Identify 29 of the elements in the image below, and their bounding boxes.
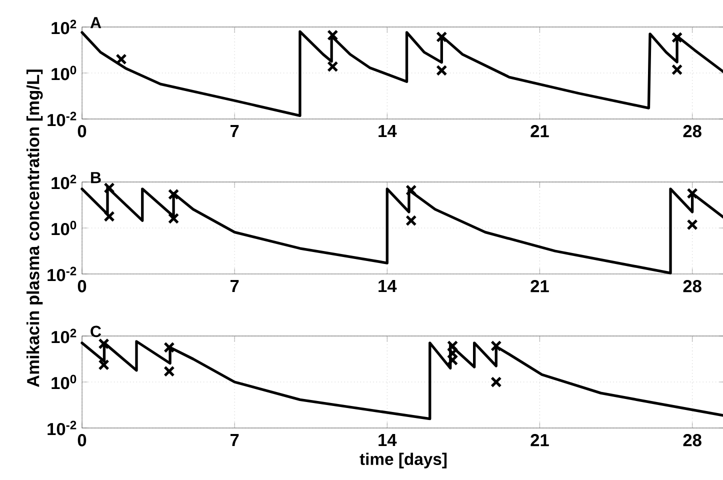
x-tick-label: 28 [683, 280, 702, 292]
y-tick-label: 10$^{2}$ [52, 20, 76, 34]
x-tick-label: 7 [230, 125, 239, 137]
x-tick-label: 14 [378, 280, 397, 292]
x-tick-label: 0 [78, 125, 86, 138]
y-tick-label: 10$^{0}$ [52, 66, 76, 80]
chart-title: C [90, 326, 102, 338]
x-axis-title: time [days] [360, 452, 447, 468]
y-tick-label: 10$^{-2}$ [48, 266, 76, 282]
y-axis-title: Amikacin plasma concentration [mg/L] [26, 70, 43, 387]
x-tick-label: 21 [530, 280, 549, 292]
chart-title: A [90, 17, 102, 28]
x-tick-label: 14 [378, 434, 397, 446]
y-tick-label: 10$^{2}$ [52, 174, 76, 190]
x-tick-label: 21 [530, 125, 549, 138]
x-tick-label: 28 [683, 125, 702, 138]
y-tick-label: 10$^{0}$ [52, 220, 76, 236]
y-tick-label: 10$^{2}$ [52, 328, 76, 344]
chart-title: B [91, 172, 101, 184]
x-tick-label: 28 [683, 434, 702, 446]
x-tick-label: 0 [78, 434, 86, 446]
y-tick-label: 10$^{0}$ [52, 374, 76, 390]
x-tick-label: 7 [230, 434, 239, 446]
x-tick-label: 0 [78, 280, 86, 292]
x-tick-label: 21 [530, 434, 549, 446]
y-tick-label: 10$^{-2}$ [48, 112, 76, 126]
x-tick-label: 14 [378, 125, 397, 137]
y-tick-label: 10$^{-2}$ [48, 420, 76, 436]
x-tick-label: 7 [230, 280, 239, 292]
